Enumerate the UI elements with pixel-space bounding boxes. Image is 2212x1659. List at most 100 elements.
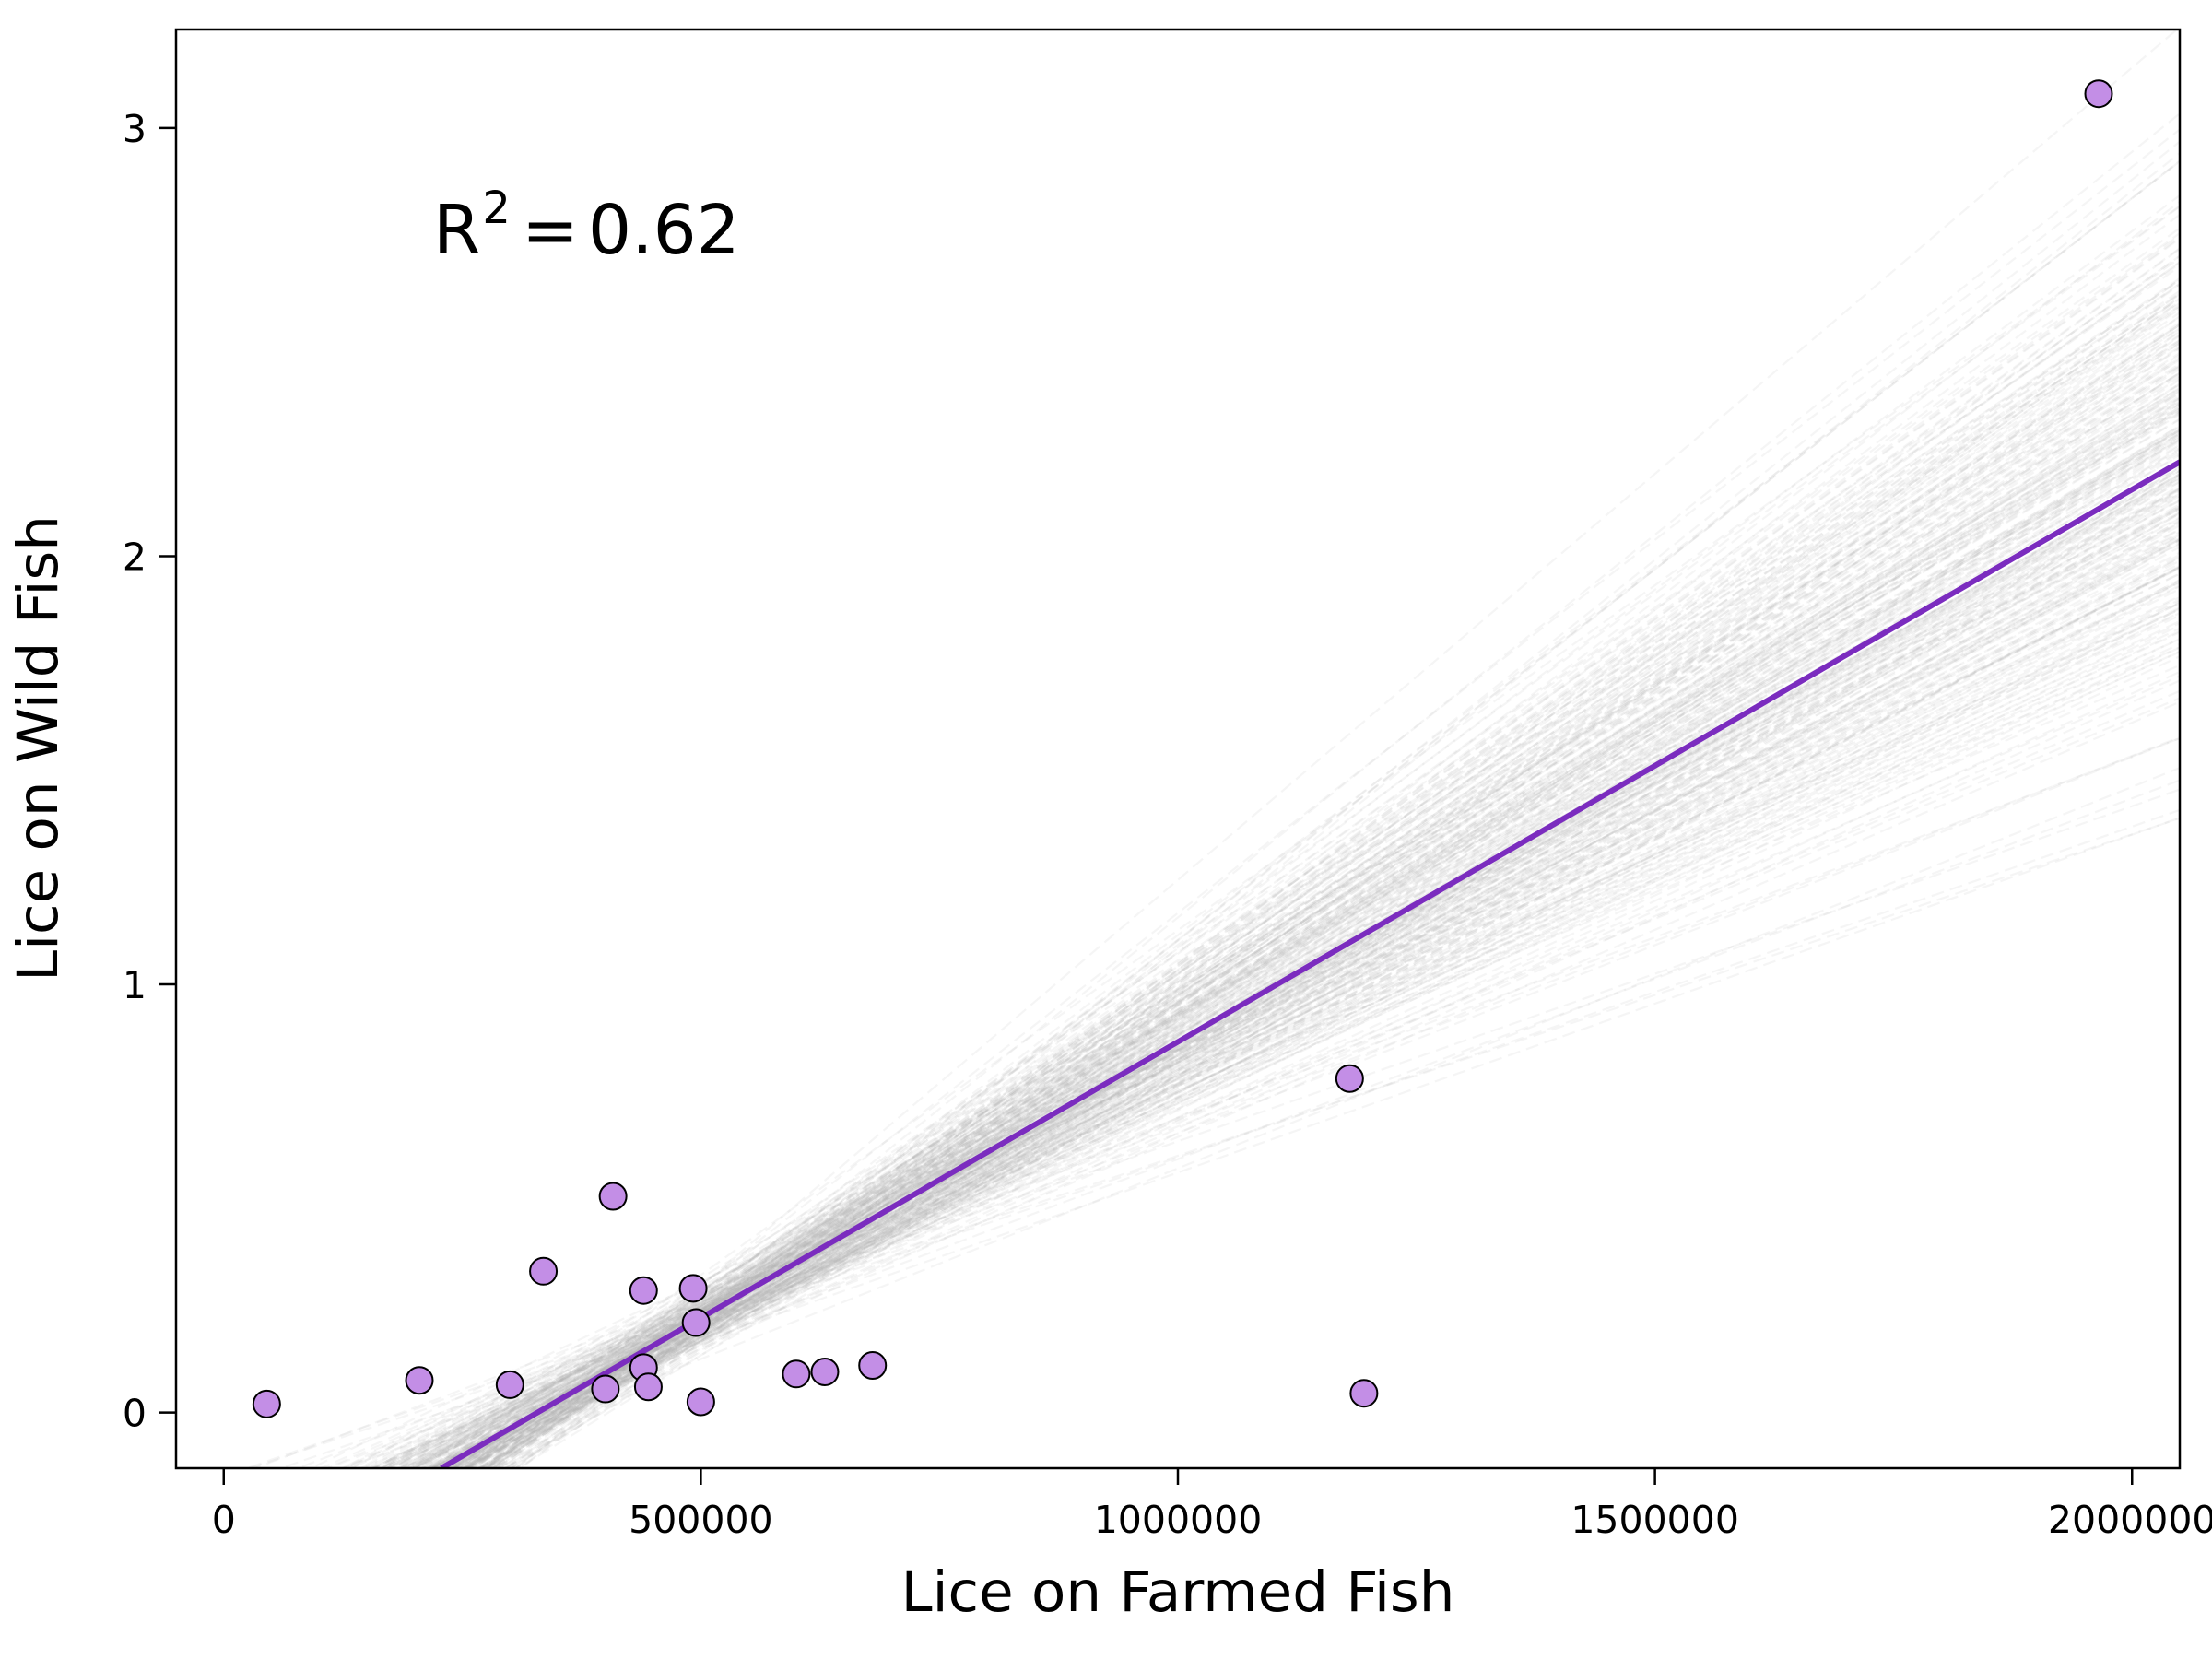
- bootstrap-line: [465, 535, 2180, 1468]
- bootstrap-line: [481, 438, 2180, 1468]
- data-point: [252, 1389, 281, 1418]
- bootstrap-line: [435, 602, 2180, 1468]
- bootstrap-line: [485, 237, 2180, 1468]
- bootstrap-line: [490, 296, 2180, 1468]
- bootstrap-line: [453, 413, 2180, 1468]
- bootstrap-line: [477, 302, 2180, 1468]
- bootstrap-line: [410, 427, 2180, 1468]
- bootstrap-line: [483, 386, 2180, 1468]
- bootstrap-line: [484, 365, 2180, 1468]
- bootstrap-line: [365, 689, 2180, 1468]
- bootstrap-line: [399, 642, 2180, 1468]
- bootstrap-line: [441, 478, 2180, 1468]
- bootstrap-line: [490, 248, 2180, 1468]
- bootstrap-line: [479, 444, 2180, 1468]
- bootstrap-line: [496, 160, 2180, 1468]
- bootstrap-line: [379, 558, 2180, 1468]
- bootstrap-line: [454, 424, 2180, 1468]
- bootstrap-line: [339, 817, 2180, 1468]
- y-tick-label: 3: [123, 107, 147, 151]
- bootstrap-line: [425, 487, 2180, 1468]
- y-tick-label: 1: [123, 963, 147, 1007]
- bootstrap-line: [499, 159, 2180, 1468]
- bootstrap-line: [493, 347, 2180, 1468]
- bootstrap-line: [462, 489, 2180, 1468]
- r-squared-annotation: R2 = 0.62: [433, 182, 740, 270]
- bootstrap-line: [466, 488, 2180, 1468]
- bootstrap-line: [372, 606, 2180, 1468]
- data-point: [782, 1359, 811, 1389]
- bootstrap-line: [407, 566, 2180, 1468]
- bootstrap-line: [494, 326, 2180, 1468]
- bootstrap-line: [491, 261, 2180, 1468]
- bootstrap-line: [381, 579, 2180, 1468]
- bootstrap-line: [404, 614, 2180, 1468]
- bootstrap-line: [403, 520, 2180, 1468]
- x-axis: 0 500000 1000000 1500000 2000000: [212, 1468, 2212, 1542]
- bootstrap-line: [411, 598, 2180, 1468]
- bootstrap-line: [465, 383, 2180, 1468]
- bootstrap-line: [411, 505, 2180, 1468]
- bootstrap-line: [409, 611, 2180, 1468]
- bootstrap-line: [454, 528, 2180, 1468]
- bootstrap-line: [463, 227, 2180, 1468]
- bootstrap-line: [483, 407, 2180, 1468]
- bootstrap-line: [427, 279, 2180, 1468]
- bootstrap-line: [476, 468, 2180, 1468]
- bootstrap-line: [378, 551, 2180, 1468]
- data-point: [529, 1256, 559, 1286]
- bootstrap-line: [438, 566, 2180, 1468]
- bootstrap-line: [324, 664, 2180, 1468]
- bootstrap-line: [402, 400, 2180, 1468]
- bootstrap-line: [481, 335, 2180, 1468]
- bootstrap-line: [443, 579, 2180, 1468]
- bootstrap-line: [489, 312, 2180, 1468]
- y-axis: 0 1 2 3: [123, 107, 176, 1436]
- bootstrap-line: [479, 425, 2180, 1468]
- bootstrap-line: [446, 534, 2180, 1468]
- bootstrap-line: [445, 277, 2180, 1468]
- data-point: [2084, 79, 2113, 109]
- bootstrap-line: [464, 512, 2180, 1468]
- bootstrap-line: [481, 382, 2180, 1468]
- bootstrap-line: [509, 335, 2180, 1468]
- bootstrap-line: [484, 247, 2180, 1468]
- bootstrap-line: [461, 298, 2180, 1468]
- bootstrap-line: [516, 438, 2180, 1468]
- data-point: [681, 1308, 711, 1337]
- bootstrap-line: [465, 128, 2180, 1468]
- bootstrap-line: [318, 646, 2180, 1468]
- bootstrap-line: [384, 627, 2180, 1468]
- bootstrap-line: [451, 362, 2180, 1468]
- bootstrap-line: [339, 638, 2180, 1468]
- bootstrap-line: [458, 432, 2180, 1468]
- bootstrap-line: [484, 465, 2180, 1468]
- bootstrap-line: [452, 356, 2180, 1468]
- bootstrap-line: [451, 538, 2180, 1468]
- bootstrap-line: [397, 474, 2180, 1468]
- data-point: [1349, 1379, 1379, 1408]
- bootstrap-line: [471, 306, 2180, 1468]
- data-point: [686, 1387, 715, 1417]
- bootstrap-line: [464, 538, 2180, 1468]
- bootstrap-line: [465, 503, 2180, 1468]
- bootstrap-line: [479, 334, 2180, 1468]
- bootstrap-line: [468, 382, 2180, 1468]
- bootstrap-line: [441, 469, 2180, 1468]
- bootstrap-line: [431, 205, 2180, 1468]
- bootstrap-line: [468, 495, 2180, 1468]
- bootstrap-line: [411, 406, 2180, 1468]
- regression-fit-line: [440, 459, 2180, 1468]
- bootstrap-line: [463, 390, 2180, 1468]
- bootstrap-line: [453, 298, 2180, 1468]
- bootstrap-line: [477, 389, 2180, 1468]
- bootstrap-line: [478, 283, 2180, 1468]
- r-squared-value: 0.62: [588, 191, 740, 270]
- bootstrap-line: [460, 315, 2180, 1468]
- data-point: [405, 1366, 434, 1395]
- bootstrap-line: [488, 330, 2180, 1468]
- bootstrap-line: [483, 234, 2180, 1468]
- x-tick-label: 500000: [629, 1498, 773, 1542]
- bootstrap-line: [459, 546, 2180, 1468]
